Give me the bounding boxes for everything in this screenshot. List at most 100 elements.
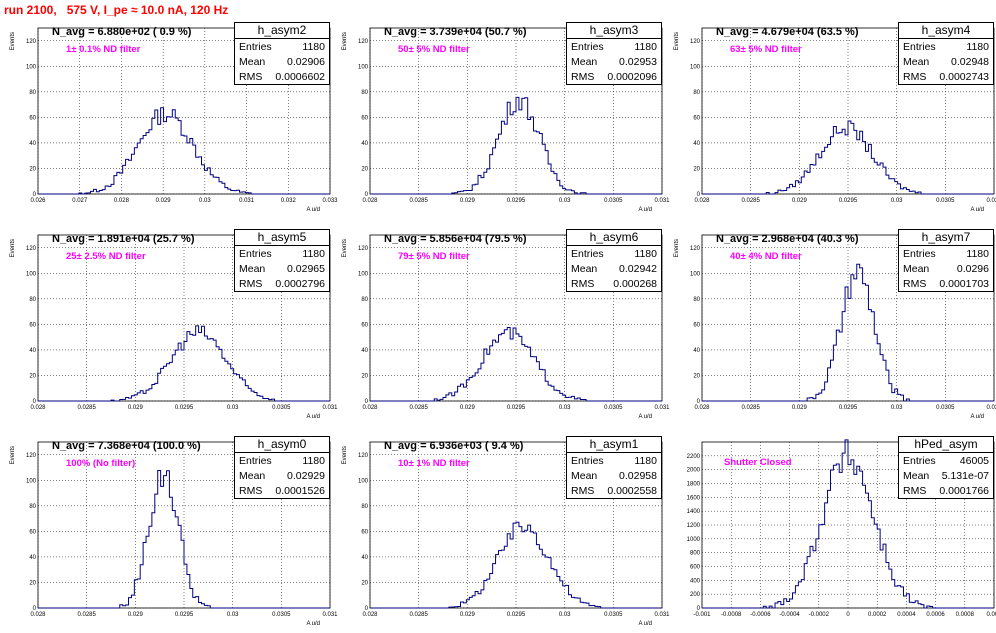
- y-tick-label: 100: [690, 64, 701, 70]
- x-tick-label: 0.0285: [741, 198, 760, 204]
- stat-value: 5.131e-07: [941, 470, 989, 482]
- histogram-panel-h_asym6: 0.028 0.0285 0.029 0.0295 0.03 0.0305 0.031 0 20…: [332, 221, 670, 426]
- x-tick-label: 0.0006: [926, 612, 945, 618]
- navg-label: N_avg = 7.368e+04 (100.0 %): [52, 440, 201, 452]
- stat-label: Mean: [903, 263, 930, 275]
- stat-label: Mean: [571, 263, 598, 275]
- y-axis-label: Events: [10, 239, 16, 257]
- stat-value: 0.02965: [287, 263, 325, 275]
- stats-box: h_asym2 Entries 1180 Mean 0.02906 RMS 0.000660…: [234, 22, 330, 85]
- y-tick-label: 100: [690, 271, 701, 277]
- stat-label: Entries: [571, 41, 604, 53]
- histogram-name: h_asym2: [235, 23, 329, 39]
- y-tick-label: 60: [361, 322, 368, 328]
- x-tick-label: 0.0305: [936, 405, 955, 411]
- y-tick-label: 20: [361, 166, 368, 172]
- y-tick-label: 1400: [687, 509, 701, 515]
- y-tick-label: 20: [361, 373, 368, 379]
- y-tick-label: 100: [26, 478, 37, 484]
- stat-entries: Entries 1180: [567, 453, 661, 468]
- y-tick-label: 0: [33, 192, 37, 198]
- y-tick-label: 20: [693, 166, 700, 172]
- y-tick-label: 1600: [687, 495, 701, 501]
- stat-entries: Entries 1180: [235, 39, 329, 54]
- x-tick-label: 0.0295: [507, 612, 526, 618]
- y-tick-label: 20: [29, 166, 36, 172]
- x-tick-label: 0.028: [694, 198, 710, 204]
- x-tick-label: 0.0285: [409, 612, 428, 618]
- stat-entries: Entries 1180: [567, 246, 661, 261]
- x-tick-label: 0.0295: [839, 198, 858, 204]
- histogram-name: h_asym1: [567, 437, 661, 453]
- histogram-name: h_asym3: [567, 23, 661, 39]
- x-tick-label: 0.0295: [175, 405, 194, 411]
- x-tick-label: 0.028: [362, 198, 378, 204]
- stat-label: RMS: [571, 485, 595, 497]
- stat-label: RMS: [571, 278, 595, 290]
- stat-entries: Entries 1180: [235, 246, 329, 261]
- stats-box: h_asym6 Entries 1180 Mean 0.02942 RMS 0.000268: [566, 229, 662, 292]
- stats-box: h_asym1 Entries 1180 Mean 0.02958 RMS 0.000255…: [566, 436, 662, 499]
- stat-mean: Mean 0.02906: [235, 54, 329, 69]
- y-tick-label: 60: [29, 322, 36, 328]
- y-tick-label: 80: [361, 297, 368, 303]
- x-axis-label: A u/d: [306, 414, 320, 420]
- x-tick-label: 0.0285: [409, 198, 428, 204]
- stat-value: 0.0001526: [275, 485, 325, 497]
- x-tick-label: 0.03: [227, 405, 239, 411]
- x-tick-label: 0.029: [792, 198, 808, 204]
- stat-value: 1180: [634, 248, 657, 260]
- histogram-name: h_asym5: [235, 230, 329, 246]
- stat-value: 0.0002096: [607, 71, 657, 83]
- stat-value: 1180: [302, 248, 325, 260]
- y-tick-label: 800: [690, 551, 701, 557]
- y-tick-label: 60: [693, 115, 700, 121]
- y-tick-label: 120: [358, 39, 369, 45]
- stat-value: 1180: [634, 41, 657, 53]
- x-tick-label: -0.0006: [750, 612, 771, 618]
- stat-rms: RMS 0.0002743: [899, 69, 993, 84]
- stat-value: 0.0002558: [607, 485, 657, 497]
- y-tick-label: 400: [690, 578, 701, 584]
- x-tick-label: 0.001: [986, 612, 996, 618]
- y-tick-label: 80: [29, 90, 36, 96]
- y-tick-label: 0: [365, 192, 369, 198]
- x-tick-label: -0.0002: [809, 612, 830, 618]
- x-tick-label: 0.031: [239, 198, 255, 204]
- y-tick-label: 120: [358, 453, 369, 459]
- y-axis-label: Events: [342, 32, 348, 50]
- y-tick-label: 80: [361, 90, 368, 96]
- stat-mean: Mean 0.02948: [899, 54, 993, 69]
- stat-label: Entries: [239, 455, 272, 467]
- y-tick-label: 40: [693, 348, 700, 354]
- y-tick-label: 600: [690, 565, 701, 571]
- stat-entries: Entries 1180: [899, 246, 993, 261]
- filter-label: 100% (No filter): [66, 458, 136, 469]
- x-tick-label: 0.03: [559, 198, 571, 204]
- stat-rms: RMS 0.0002558: [567, 483, 661, 498]
- histogram-series: [38, 107, 330, 195]
- x-tick-label: 0.031: [322, 405, 338, 411]
- filter-label: 25± 2.5% ND filter: [66, 251, 146, 262]
- y-tick-label: 40: [361, 141, 368, 147]
- x-tick-label: 0.0285: [741, 405, 760, 411]
- histogram-panel-h_asym5: 0.028 0.0285 0.029 0.0295 0.03 0.0305 0.031 0 20…: [0, 221, 338, 426]
- histogram-name: h_asym7: [899, 230, 993, 246]
- histogram-name: h_asym6: [567, 230, 661, 246]
- y-axis-label: Events: [10, 446, 16, 464]
- histogram-series: [702, 263, 994, 402]
- y-tick-label: 0: [33, 606, 37, 612]
- histogram-panel-hPed_asym: -0.001 -0.0008 -0.0006 -0.0004 -0.0002 0 0.000…: [664, 428, 996, 633]
- y-tick-label: 40: [29, 555, 36, 561]
- histogram-plot: 0.028 0.0285 0.029 0.0295 0.03 0.0305 0.031 0 20…: [674, 27, 996, 213]
- x-tick-label: 0.029: [460, 198, 476, 204]
- filter-label: 40± 4% ND filter: [730, 251, 802, 262]
- stat-mean: Mean 0.02965: [235, 261, 329, 276]
- x-tick-label: 0.0305: [604, 612, 623, 618]
- x-axis-label: A u/d: [306, 207, 320, 213]
- x-tick-label: 0.029: [128, 405, 144, 411]
- y-tick-label: 60: [361, 529, 368, 535]
- histogram-plot: 0.028 0.0285 0.029 0.0295 0.03 0.0305 0.031 0 20…: [10, 234, 338, 420]
- stat-mean: Mean 0.02953: [567, 54, 661, 69]
- stat-entries: Entries 46005: [899, 453, 993, 468]
